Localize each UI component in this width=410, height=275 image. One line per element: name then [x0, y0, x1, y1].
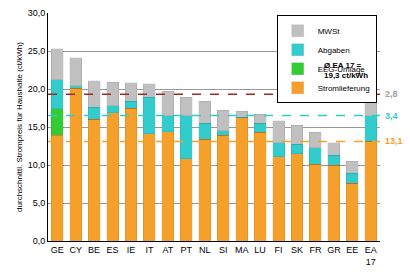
- svg-text:30,0: 30,0: [28, 8, 46, 18]
- svg-text:GE: GE: [51, 245, 64, 255]
- svg-text:MA: MA: [235, 245, 249, 255]
- svg-text:Stromlieferung: Stromlieferung: [318, 84, 370, 93]
- svg-text:IE: IE: [127, 245, 136, 255]
- svg-text:EE: EE: [346, 245, 358, 255]
- svg-text:3,4: 3,4: [385, 111, 398, 121]
- svg-text:LU: LU: [254, 245, 266, 255]
- svg-text:EA17: EA17: [365, 245, 377, 267]
- svg-text:ES: ES: [107, 245, 119, 255]
- svg-text:IT: IT: [145, 245, 154, 255]
- svg-text:EEG-Umlage: EEG-Umlage: [318, 65, 366, 74]
- svg-text:10,0: 10,0: [28, 160, 46, 170]
- svg-text:NL: NL: [199, 245, 211, 255]
- svg-text:25,0: 25,0: [28, 46, 46, 56]
- svg-text:MWSt: MWSt: [318, 27, 341, 36]
- svg-text:AT: AT: [162, 245, 173, 255]
- svg-text:Abgaben: Abgaben: [318, 46, 350, 55]
- svg-text:20,0: 20,0: [28, 84, 46, 94]
- svg-text:durchschnittl. Strompreis für: durchschnittl. Strompreis für Haushalte …: [15, 42, 24, 212]
- svg-text:SI: SI: [219, 245, 228, 255]
- svg-text:0,0: 0,0: [33, 236, 46, 246]
- svg-text:FR: FR: [309, 245, 321, 255]
- svg-text:SK: SK: [291, 245, 303, 255]
- svg-text:15,0: 15,0: [28, 122, 46, 132]
- svg-text:CY: CY: [69, 245, 82, 255]
- svg-text:PT: PT: [181, 245, 193, 255]
- svg-text:BE: BE: [88, 245, 100, 255]
- svg-text:FI: FI: [275, 245, 283, 255]
- svg-text:2,8: 2,8: [385, 89, 398, 99]
- svg-text:GR: GR: [327, 245, 341, 255]
- svg-text:Ø EA 17 =19,3 ct/kWh: Ø EA 17 =19,3 ct/kWh: [324, 61, 368, 80]
- svg-text:13,1: 13,1: [385, 136, 403, 146]
- svg-text:5,0: 5,0: [33, 198, 46, 208]
